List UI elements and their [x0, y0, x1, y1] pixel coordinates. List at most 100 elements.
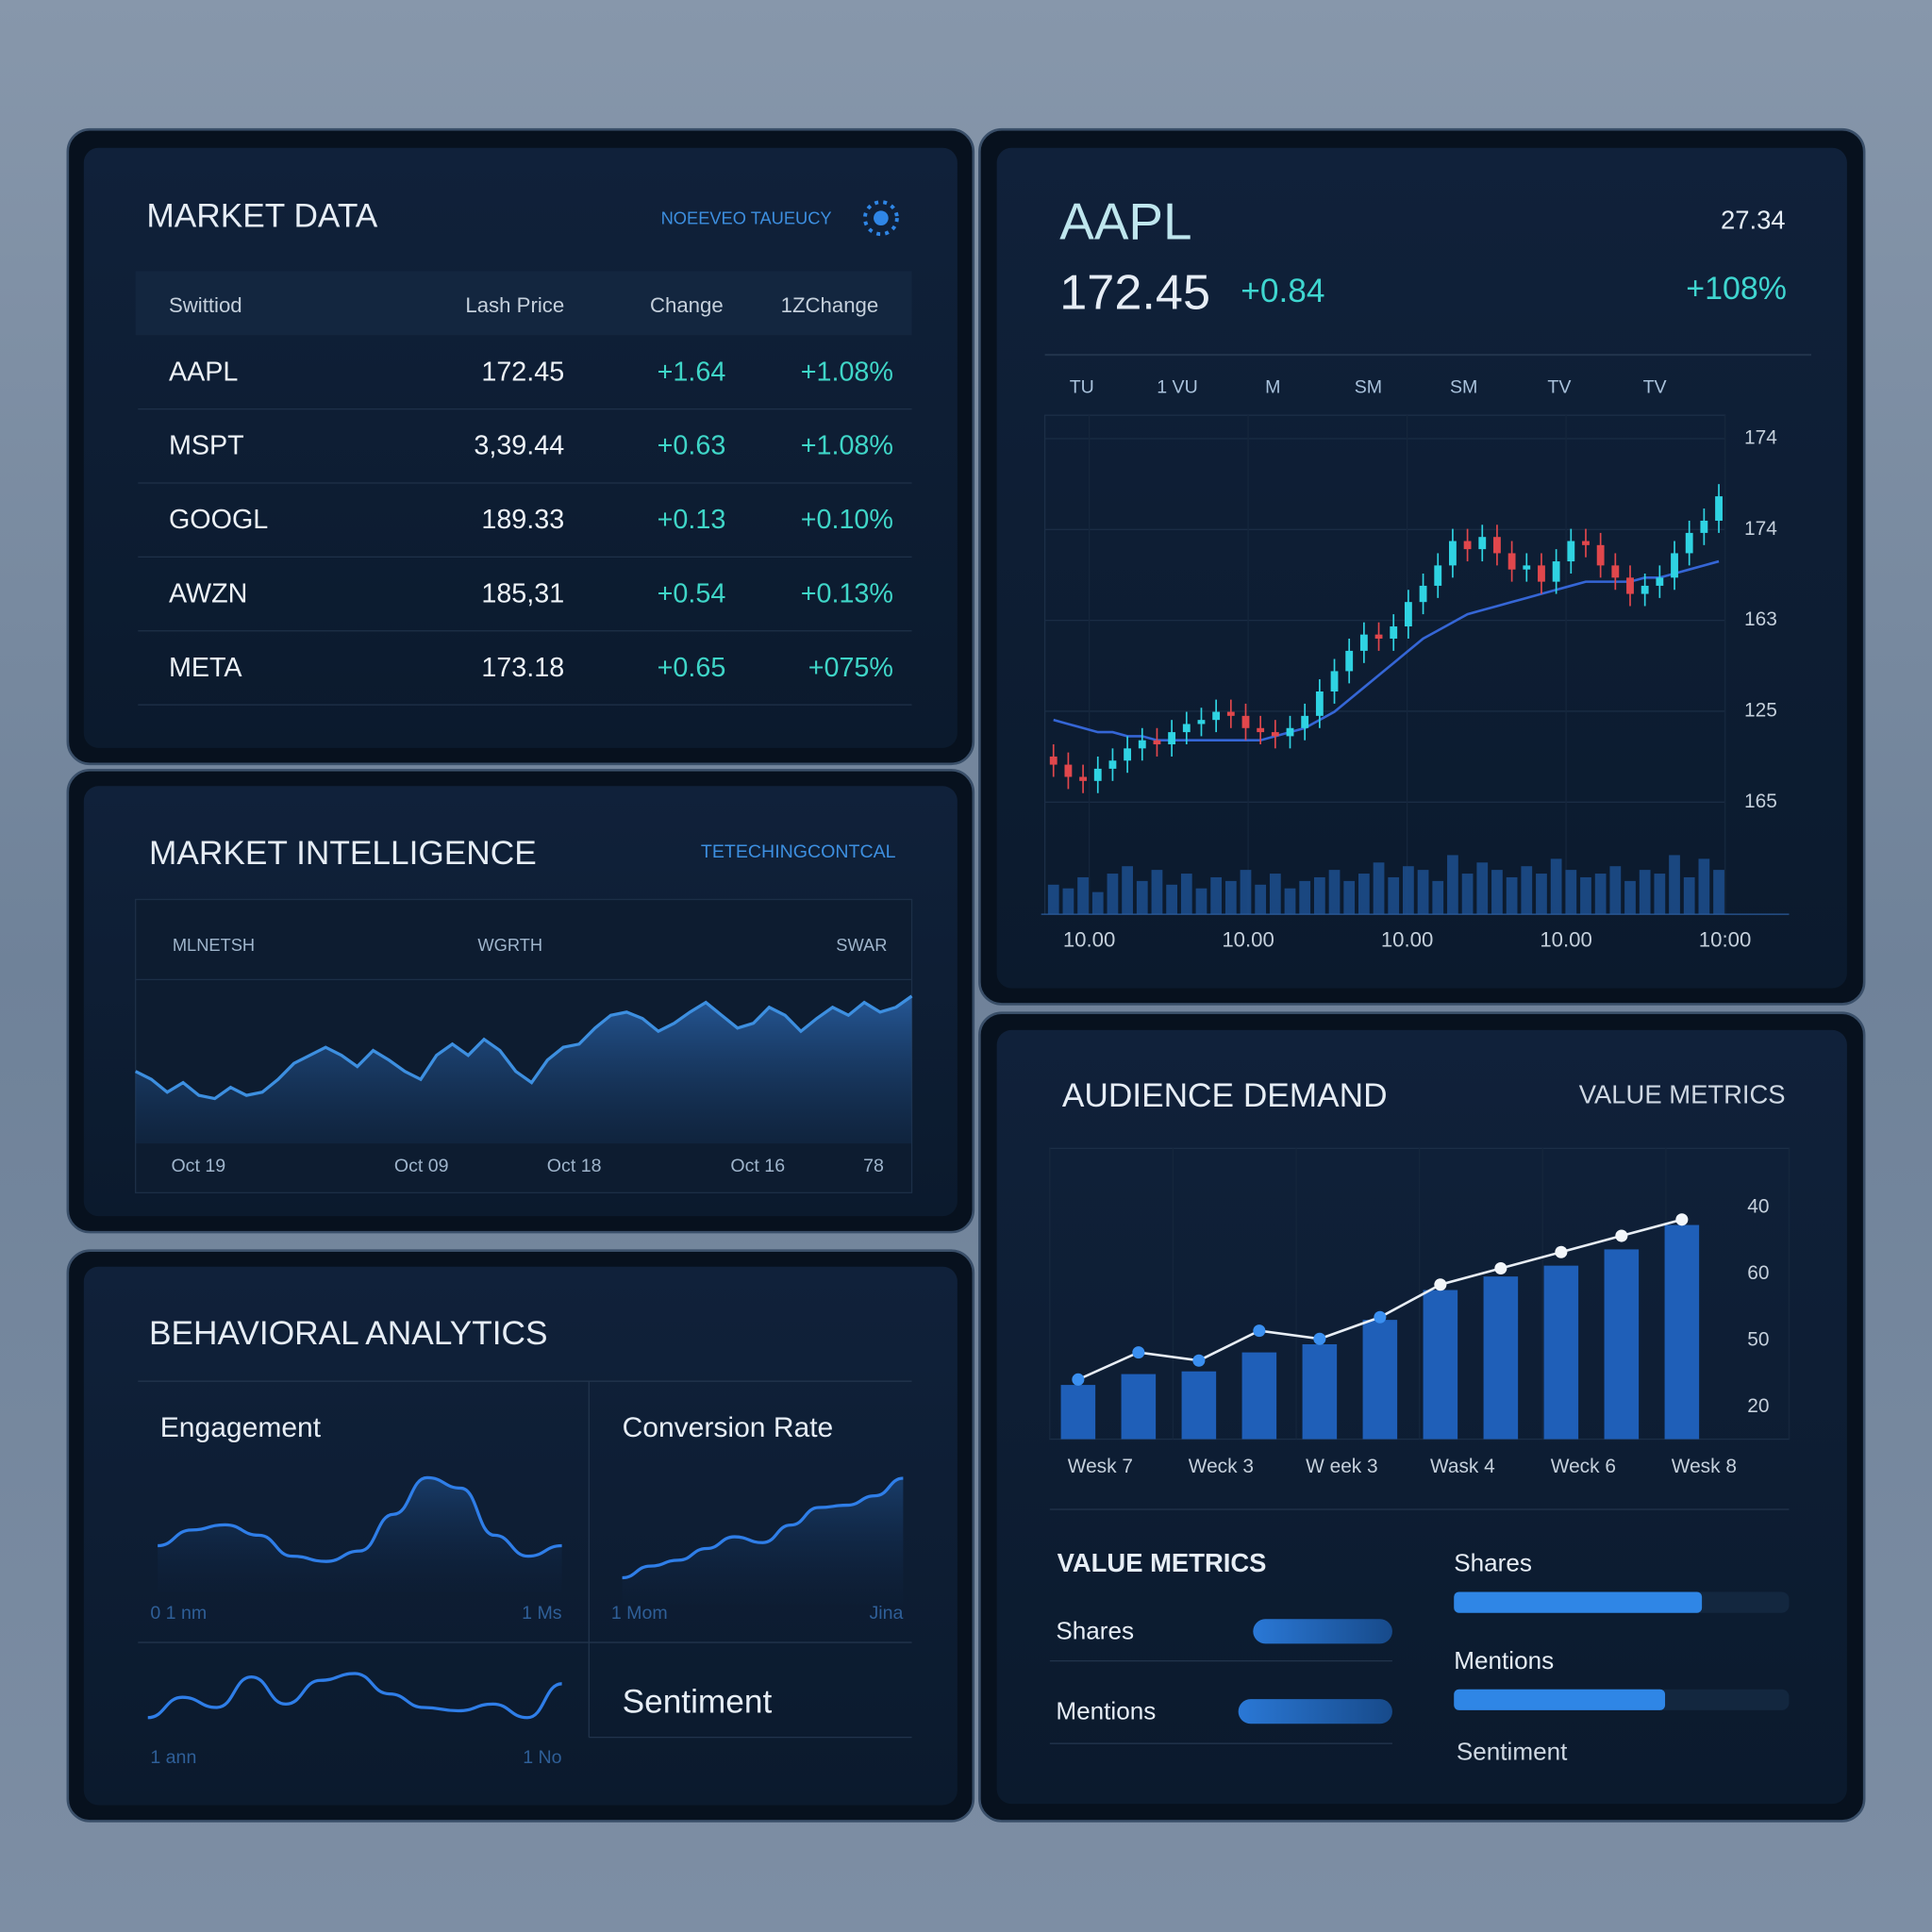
metrics-title: VALUE METRICS — [1058, 1548, 1267, 1577]
cell-symbol: MSPT — [169, 431, 244, 461]
point — [1192, 1354, 1206, 1367]
cell-symbol: META — [169, 653, 242, 683]
candle-body — [1093, 768, 1102, 781]
point — [1132, 1346, 1145, 1359]
metric-label: Shares — [1056, 1617, 1134, 1645]
candle-body — [1596, 544, 1605, 566]
column-header: Lash Price — [465, 293, 564, 317]
x-tick-label: 1 Mom — [611, 1603, 668, 1624]
candle-body — [1404, 602, 1412, 627]
panel-title: AUDIENCE DEMAND — [1062, 1077, 1388, 1114]
candle-body — [1671, 553, 1678, 578]
volume-bar — [1624, 880, 1636, 915]
candle-body — [1079, 776, 1087, 781]
table-header — [135, 271, 912, 336]
bar — [1241, 1352, 1277, 1440]
cell-value: +0.13 — [658, 505, 726, 535]
candle-body — [1493, 537, 1501, 554]
x-tick-label: 10.00 — [1540, 928, 1592, 952]
volume-bar — [1328, 870, 1341, 915]
cell-value: +0.65 — [658, 653, 726, 683]
y-tick-label: 125 — [1744, 699, 1777, 721]
progress-fill — [1454, 1689, 1666, 1710]
panel-title: MARKET DATA — [146, 197, 377, 234]
y-tick-label: 163 — [1744, 608, 1777, 630]
volume-bar — [1091, 891, 1104, 915]
panel-title: MARKET INTELLIGENCE — [149, 835, 537, 872]
candle-body — [1538, 565, 1545, 582]
candle-body — [1153, 740, 1161, 745]
volume-bar — [1580, 876, 1591, 915]
candle-body — [1478, 537, 1487, 550]
bar — [1604, 1249, 1640, 1440]
y-tick-label: 174 — [1744, 426, 1777, 448]
card-title: Conversion Rate — [623, 1412, 834, 1443]
cell-symbol: AAPL — [169, 357, 238, 387]
period-tab: TV — [1547, 377, 1571, 398]
x-tick-label: 10.00 — [1063, 928, 1116, 952]
x-tick-label: 10.00 — [1222, 928, 1274, 952]
cell-value: 185,31 — [481, 578, 564, 608]
card-title: Engagement — [160, 1412, 322, 1443]
volume-bar — [1403, 866, 1414, 915]
cell-value: +1.08% — [801, 357, 893, 387]
volume-bar — [1417, 870, 1429, 915]
column-header: Change — [650, 293, 724, 317]
volume-bar — [1224, 880, 1237, 915]
candle-body — [1049, 756, 1058, 765]
x-tick-label: Weck 3 — [1189, 1456, 1254, 1477]
volume-bar — [1639, 870, 1651, 915]
settings-icon[interactable] — [862, 200, 899, 237]
x-tick-label: 78 — [863, 1156, 884, 1176]
cell-value: +1.08% — [801, 431, 893, 461]
candle-body — [1330, 671, 1339, 691]
bar — [1121, 1374, 1157, 1440]
x-tick-label: Oct 18 — [547, 1156, 602, 1176]
volume-bar — [1077, 876, 1089, 915]
right-value: 27.34 — [1721, 205, 1786, 234]
metric-label: Shares — [1454, 1549, 1532, 1577]
candle-body — [1286, 727, 1294, 737]
x-tick-label: Jina — [869, 1603, 903, 1624]
bar — [1483, 1276, 1519, 1440]
period-tab: SM — [1355, 377, 1382, 398]
candle-body — [1138, 740, 1146, 749]
cell-symbol: AWZN — [169, 578, 247, 608]
candle-body — [1611, 565, 1620, 578]
volume-bar — [1461, 874, 1474, 915]
volume-bar — [1565, 870, 1577, 915]
candle-body — [1182, 724, 1191, 733]
bar — [1181, 1371, 1217, 1440]
candle-body — [1374, 634, 1383, 639]
volume-bar — [1047, 884, 1059, 915]
candle-body — [1124, 748, 1132, 761]
x-tick-label: 1 Ms — [522, 1603, 562, 1624]
x-tick-label: 1 ann — [150, 1747, 196, 1768]
metric-label: Mentions — [1056, 1696, 1156, 1724]
x-tick-label: 0 1 nm — [150, 1603, 207, 1624]
header-label: SWAR — [836, 935, 887, 955]
symbol: AAPL — [1059, 192, 1191, 251]
sparkline-area — [158, 1477, 562, 1592]
candle-body — [1626, 577, 1634, 594]
bar — [1060, 1385, 1096, 1440]
x-tick-label: Weck 6 — [1551, 1456, 1616, 1477]
volume-bar — [1240, 870, 1252, 915]
volume-bar — [1269, 874, 1281, 915]
panel-tag: NOEEVEO TAUEUCY — [661, 208, 832, 227]
sparkline-area — [622, 1478, 904, 1605]
point — [1434, 1278, 1447, 1291]
candle-body — [1419, 585, 1427, 603]
metric-label: Mentions — [1454, 1646, 1554, 1674]
candle-body — [1390, 626, 1398, 639]
area — [135, 995, 912, 1144]
candle-body — [1523, 565, 1531, 570]
price-change: +0.84 — [1241, 273, 1324, 309]
volume-bar — [1255, 884, 1267, 915]
candle-body — [1463, 541, 1472, 550]
sparkline — [622, 1476, 904, 1580]
candle-body — [1700, 520, 1708, 533]
y-tick-label: 165 — [1744, 791, 1777, 812]
moving-average — [1053, 559, 1720, 742]
